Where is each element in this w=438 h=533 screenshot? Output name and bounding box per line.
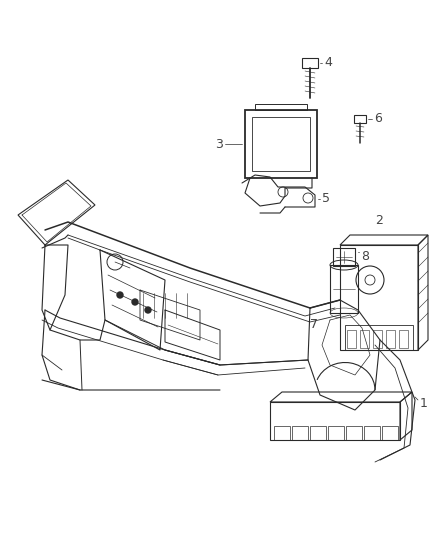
Text: 8: 8 [361,250,369,263]
Text: 7: 7 [310,318,318,331]
Circle shape [132,299,138,305]
Text: 1: 1 [420,397,428,410]
Text: 2: 2 [375,214,383,227]
Circle shape [117,292,123,298]
Circle shape [145,307,151,313]
Text: 6: 6 [374,112,382,125]
Text: 4: 4 [324,56,332,69]
Text: 3: 3 [215,138,223,150]
Text: 5: 5 [322,192,330,206]
